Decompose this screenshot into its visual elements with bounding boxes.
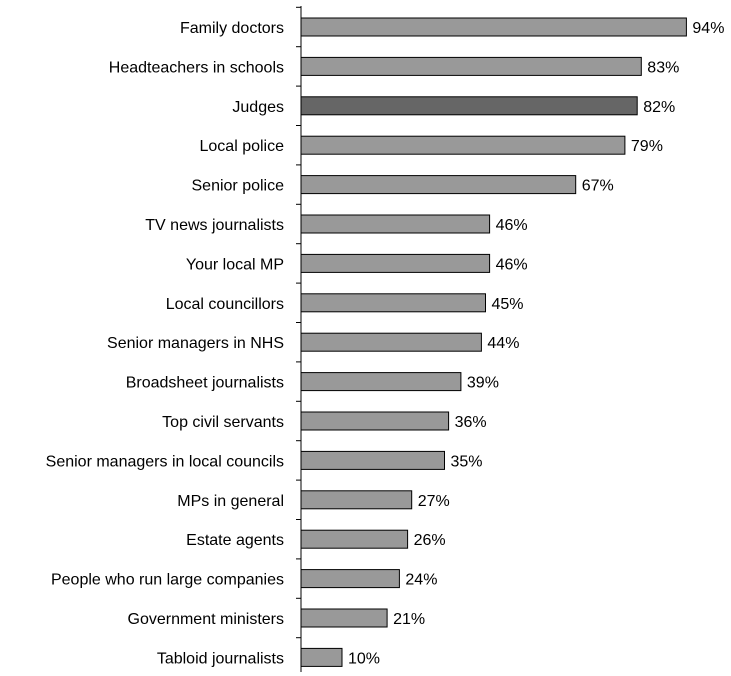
bar — [300, 293, 486, 313]
bar — [300, 135, 626, 155]
value-label: 36% — [455, 414, 487, 431]
bar — [300, 96, 638, 116]
value-label: 39% — [467, 375, 499, 392]
category-label: Senior police — [192, 178, 285, 195]
bar — [300, 608, 388, 628]
value-label: 24% — [405, 572, 437, 589]
value-label: 45% — [492, 296, 524, 313]
value-label: 44% — [487, 335, 519, 352]
value-label: 46% — [496, 217, 528, 234]
bar — [300, 569, 400, 589]
category-label: TV news journalists — [145, 217, 284, 234]
category-label: Your local MP — [186, 256, 284, 273]
bar — [300, 450, 445, 470]
value-label: 26% — [414, 532, 446, 549]
value-label: 82% — [643, 99, 675, 116]
bar — [300, 214, 491, 234]
bar — [300, 411, 450, 431]
value-label: 94% — [692, 20, 724, 37]
category-label: People who run large companies — [51, 572, 284, 589]
category-label: Top civil servants — [162, 414, 284, 431]
bar — [300, 647, 343, 667]
value-label: 10% — [348, 650, 380, 667]
category-label: Family doctors — [180, 20, 284, 37]
bar — [300, 529, 409, 549]
category-label: Government ministers — [128, 611, 285, 628]
category-label: Judges — [232, 99, 284, 116]
category-label: Headteachers in schools — [109, 59, 284, 76]
value-label: 27% — [418, 493, 450, 510]
bar — [300, 175, 577, 195]
y-axis — [296, 6, 302, 672]
category-label: Broadsheet journalists — [126, 375, 284, 392]
value-label: 83% — [647, 59, 679, 76]
value-label: 35% — [451, 453, 483, 470]
category-label: Senior managers in local councils — [46, 453, 284, 470]
value-label: 21% — [393, 611, 425, 628]
bar — [300, 17, 687, 37]
category-label: MPs in general — [177, 493, 284, 510]
bar — [300, 490, 413, 510]
value-label: 67% — [582, 178, 614, 195]
category-labels: Family doctors Headteachers in schools Jud… — [46, 20, 284, 667]
bar — [300, 253, 491, 273]
category-label: Senior managers in NHS — [107, 335, 284, 352]
bar — [300, 372, 462, 392]
category-label: Tabloid journalists — [157, 650, 284, 667]
category-label: Estate agents — [186, 532, 284, 549]
bar — [300, 332, 482, 352]
value-label: 46% — [496, 256, 528, 273]
category-label: Local police — [200, 138, 285, 155]
bar — [300, 56, 642, 76]
category-label: Local councillors — [166, 296, 284, 313]
value-labels: 94% 83% 82% 79% 67% 46% 46% 45% 44% 39% 36% 35% 27% 2… — [348, 20, 724, 667]
value-label: 79% — [631, 138, 663, 155]
